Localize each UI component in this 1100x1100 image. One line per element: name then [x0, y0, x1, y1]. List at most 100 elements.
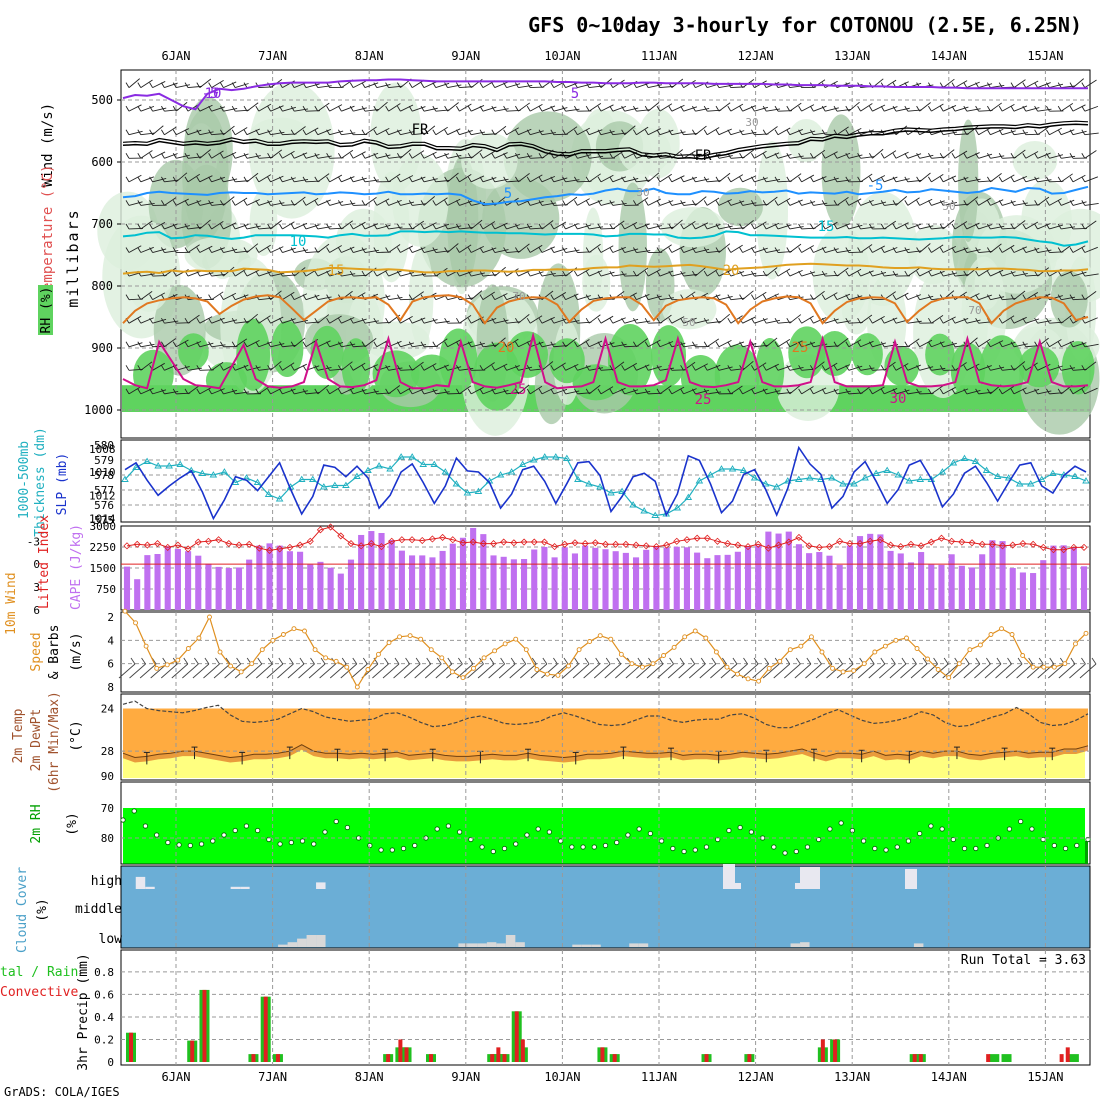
wind-barb-flag — [231, 317, 236, 324]
wind-barb-flag — [1010, 247, 1015, 253]
rh-point — [154, 832, 160, 838]
wind-barb — [553, 221, 567, 230]
wind-barb — [435, 364, 449, 371]
wind-10m-barb — [520, 663, 537, 679]
wind-barb — [553, 107, 568, 112]
wind-barb — [565, 82, 579, 89]
wind-barb — [530, 200, 544, 206]
wind-barb-flag — [928, 223, 932, 230]
wind-barb — [990, 155, 1005, 159]
wind-barb-flag — [562, 365, 566, 371]
isotherm-label: 5 — [504, 186, 512, 202]
wind-barb-flag — [845, 317, 850, 324]
wind-barb — [423, 319, 438, 324]
wind-barb-flag — [621, 129, 625, 135]
wind-10m-barb-flag — [141, 657, 146, 665]
wind-10m-barb — [414, 663, 431, 679]
bottom-date-label: 15JAN — [1027, 1070, 1063, 1084]
cloud-low-bar — [800, 942, 810, 947]
wind-barb — [1049, 365, 1063, 371]
wind-barb-flag — [538, 388, 543, 395]
wind-barb — [777, 391, 792, 395]
wind-barb-flag — [208, 341, 212, 347]
wind-barb — [1002, 130, 1016, 136]
wind-barb-flag — [644, 200, 649, 206]
wind-barb-flag — [1046, 317, 1050, 324]
cape-bar — [439, 550, 446, 610]
wind-barb-flag — [1081, 341, 1086, 347]
wind-barb-flag — [208, 294, 212, 300]
precip-convective-bar — [612, 1054, 617, 1062]
wind-barb — [1061, 367, 1076, 371]
wind-barb-flag — [491, 294, 496, 300]
wind-barb-flag — [762, 270, 767, 277]
wind-barb — [636, 109, 651, 112]
wind-barb — [907, 294, 922, 301]
wind-barb — [423, 196, 436, 206]
rh-blob-moist — [714, 344, 760, 408]
cape-bar — [744, 546, 752, 610]
wind-barb — [836, 364, 850, 371]
wind-barb-flag — [633, 270, 637, 277]
wind-barb-flag — [432, 388, 437, 395]
wind-barb-flag — [314, 176, 319, 183]
wind-barb — [235, 153, 249, 159]
wind-barb — [577, 365, 591, 371]
wind-barb-flag — [833, 317, 838, 324]
wind-speed-point — [967, 647, 973, 653]
wind-barb — [742, 202, 757, 206]
wind-barb — [931, 314, 944, 324]
wind-barb — [836, 337, 849, 348]
wind-barb — [128, 78, 141, 88]
wind-barb — [211, 361, 224, 371]
cape-bar — [358, 534, 365, 610]
wind-barb-flag — [869, 247, 873, 253]
thickness-point — [872, 469, 880, 476]
wind-barb — [282, 344, 297, 348]
wind-barb — [128, 201, 143, 206]
rh-point — [524, 832, 530, 838]
wind-barb-flag — [1022, 247, 1027, 253]
wind-barb — [600, 271, 615, 277]
wind-barb-flag — [751, 317, 755, 324]
wind-barb — [801, 130, 816, 136]
wind-barb-flag — [928, 105, 932, 112]
thickness-tick-label: 577 — [94, 484, 114, 497]
wind-barb-flag — [208, 105, 212, 112]
li-point — [968, 539, 976, 547]
wind-barb — [199, 272, 214, 277]
wind-barb — [541, 343, 556, 348]
wind-barb — [164, 153, 178, 159]
wind-10m-barb-flag — [1091, 657, 1097, 665]
wind-barb-flag — [562, 270, 566, 277]
cape-bar — [1040, 560, 1047, 610]
wind-barb-flag — [373, 270, 378, 277]
wind-barb-flag — [998, 365, 1003, 371]
wind-barb-flag — [220, 294, 224, 300]
pressure-tick-label: 500 — [91, 93, 113, 107]
wind-barb — [943, 175, 957, 183]
wind-barb-flag — [149, 153, 153, 159]
wind-barb — [329, 201, 344, 206]
wind-barb-flag — [279, 200, 283, 206]
wind-barb — [470, 386, 484, 395]
wind-barb-flag — [338, 176, 342, 183]
wind-barb — [777, 365, 792, 371]
wind-barb-flag — [656, 247, 661, 253]
wind-barb — [848, 198, 862, 206]
wind-barb-flag — [467, 247, 472, 253]
wind-barb-flag — [739, 388, 743, 395]
wind-barb-flag — [479, 129, 484, 135]
wind-barb — [459, 244, 472, 253]
thickness-point — [938, 468, 947, 475]
wind-barb-flag — [963, 82, 968, 88]
wind-barb-flag — [467, 341, 472, 347]
thickness-point — [574, 475, 582, 482]
wind-barb-flag — [998, 270, 1003, 277]
li-tick-label: 0 — [33, 558, 40, 571]
cape-bar — [520, 559, 528, 610]
wind-speed-point — [925, 656, 931, 662]
wind-speed-point — [471, 665, 476, 671]
wind-barb-flag — [243, 317, 248, 324]
